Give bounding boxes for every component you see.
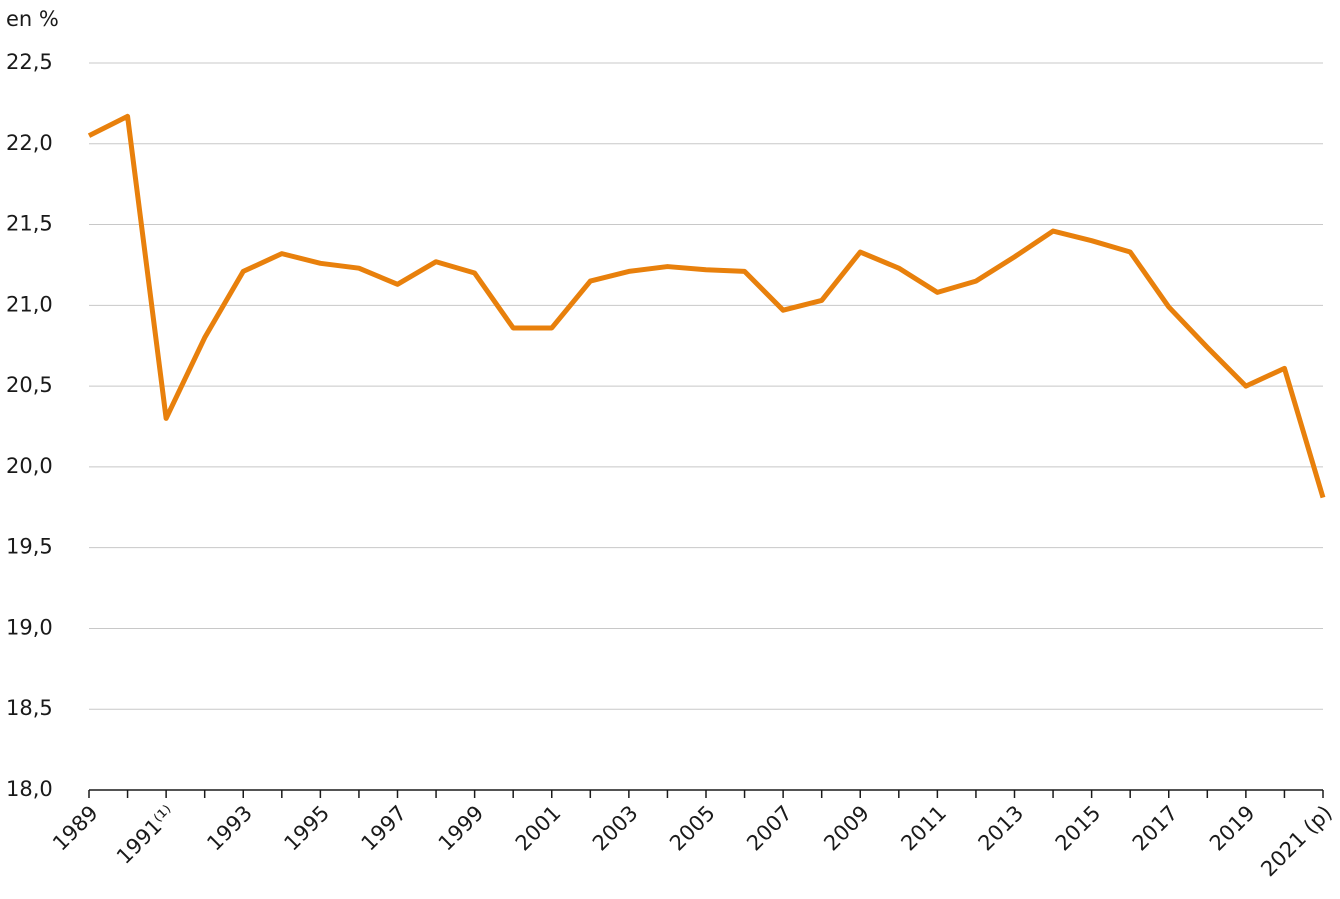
y-tick-label: 22,0 (6, 131, 53, 155)
y-tick-label: 21,5 (6, 212, 53, 236)
x-tick-label: 1993 (202, 801, 257, 856)
line-series (87, 113, 1326, 499)
x-tick-label: 2001 (511, 801, 566, 856)
x-tick-label: 2009 (819, 801, 874, 856)
y-tick-label: 19,5 (6, 535, 53, 559)
x-tick-label: 1997 (357, 801, 412, 856)
y-tick-label: 18,0 (6, 777, 53, 801)
x-tick-label: 1989 (48, 801, 103, 856)
x-tick-label: 2007 (742, 801, 797, 856)
x-tick-label: 2019 (1205, 801, 1260, 856)
x-tick-label: 2017 (1128, 801, 1183, 856)
x-tick-label: 1991⁽¹⁾ (112, 801, 180, 869)
y-tick-label: 22,5 (6, 50, 53, 74)
x-tick-label: 2011 (896, 801, 951, 856)
y-tick-label: 19,0 (6, 615, 53, 639)
x-tick-label: 1999 (434, 801, 489, 856)
x-tick-label: 1995 (279, 801, 334, 856)
x-tick-label: 2003 (588, 801, 643, 856)
y-tick-label: 20,5 (6, 373, 53, 397)
x-tick-label: 2005 (665, 801, 720, 856)
y-tick-label: 21,0 (6, 292, 53, 316)
x-tick-label: 2021 (p) (1256, 801, 1336, 881)
y-tick-label: 20,0 (6, 454, 53, 478)
y-tick-label: 18,5 (6, 696, 53, 720)
y-axis-label: en % (6, 7, 59, 31)
x-tick-label: 2015 (1051, 801, 1106, 856)
x-tick-label: 2013 (974, 801, 1029, 856)
